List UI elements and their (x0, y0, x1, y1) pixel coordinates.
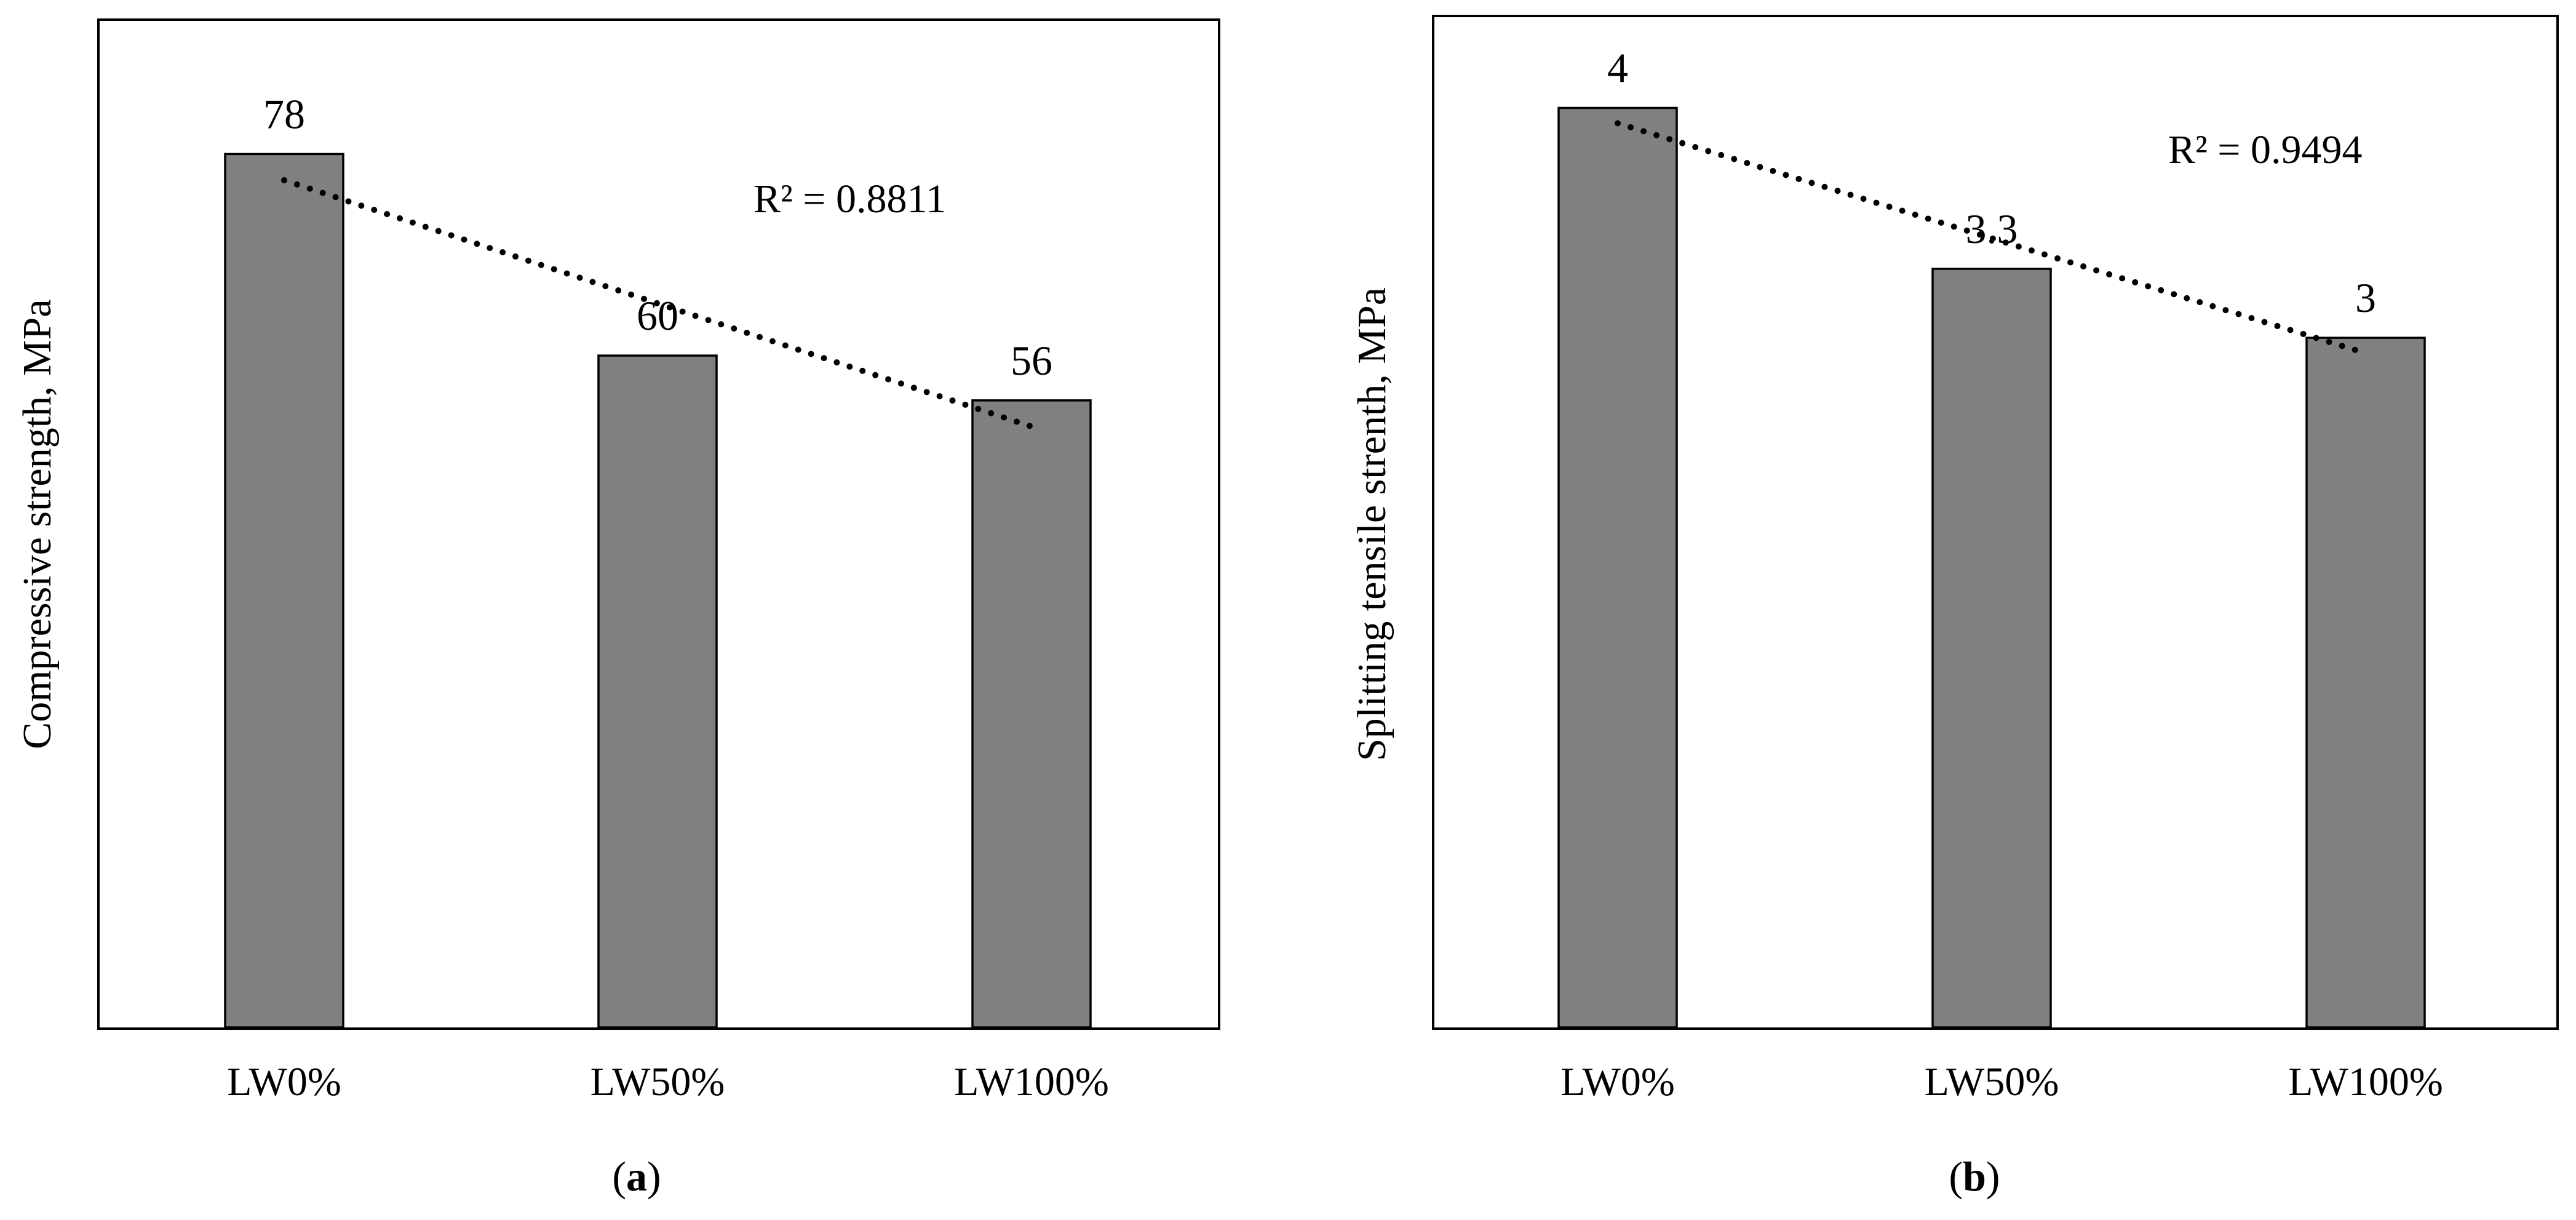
trendline-b (1615, 120, 2369, 356)
x-tick-label-b-1: LW0% (1560, 1059, 1675, 1104)
y-axis-label-a: Compressive strength, MPa (15, 299, 60, 749)
bar-b-1 (1557, 106, 1678, 1029)
bar-a-1 (224, 153, 344, 1029)
data-label-b-1: 4 (1607, 44, 1628, 91)
y-axis-label-b: Splitting tensile strenth, MPa (1350, 287, 1394, 761)
bar-marks-b: 4 LW0% 3.3 LW50% 3 LW100% (1557, 44, 2443, 1104)
data-label-a-3: 56 (1011, 337, 1052, 384)
panel-caption-a: (a) (612, 1153, 661, 1200)
r-squared-label-b: R² = 0.9494 (2168, 127, 2363, 172)
data-label-b-2: 3.3 (1966, 205, 2018, 252)
chart-panel-b: 4 LW0% 3.3 LW50% 3 LW100% Splitting tensile s… (1350, 15, 2559, 1200)
x-tick-label-b-3: LW100% (2288, 1059, 2443, 1104)
bar-a-3 (971, 399, 1092, 1029)
x-tick-label-b-2: LW50% (1925, 1059, 2059, 1104)
x-tick-label-a-2: LW50% (590, 1059, 725, 1104)
data-label-b-3: 3 (2355, 274, 2376, 321)
x-tick-label-a-1: LW0% (227, 1059, 341, 1104)
x-tick-label-a-3: LW100% (954, 1059, 1109, 1104)
panel-caption-b: (b) (1949, 1153, 2000, 1200)
bar-b-3 (2305, 337, 2426, 1029)
r-squared-label-a: R² = 0.8811 (753, 177, 946, 221)
bar-a-2 (597, 354, 718, 1029)
bar-b-2 (1931, 268, 2052, 1029)
trendline-a (281, 177, 1035, 430)
data-label-a-1: 78 (263, 90, 305, 137)
